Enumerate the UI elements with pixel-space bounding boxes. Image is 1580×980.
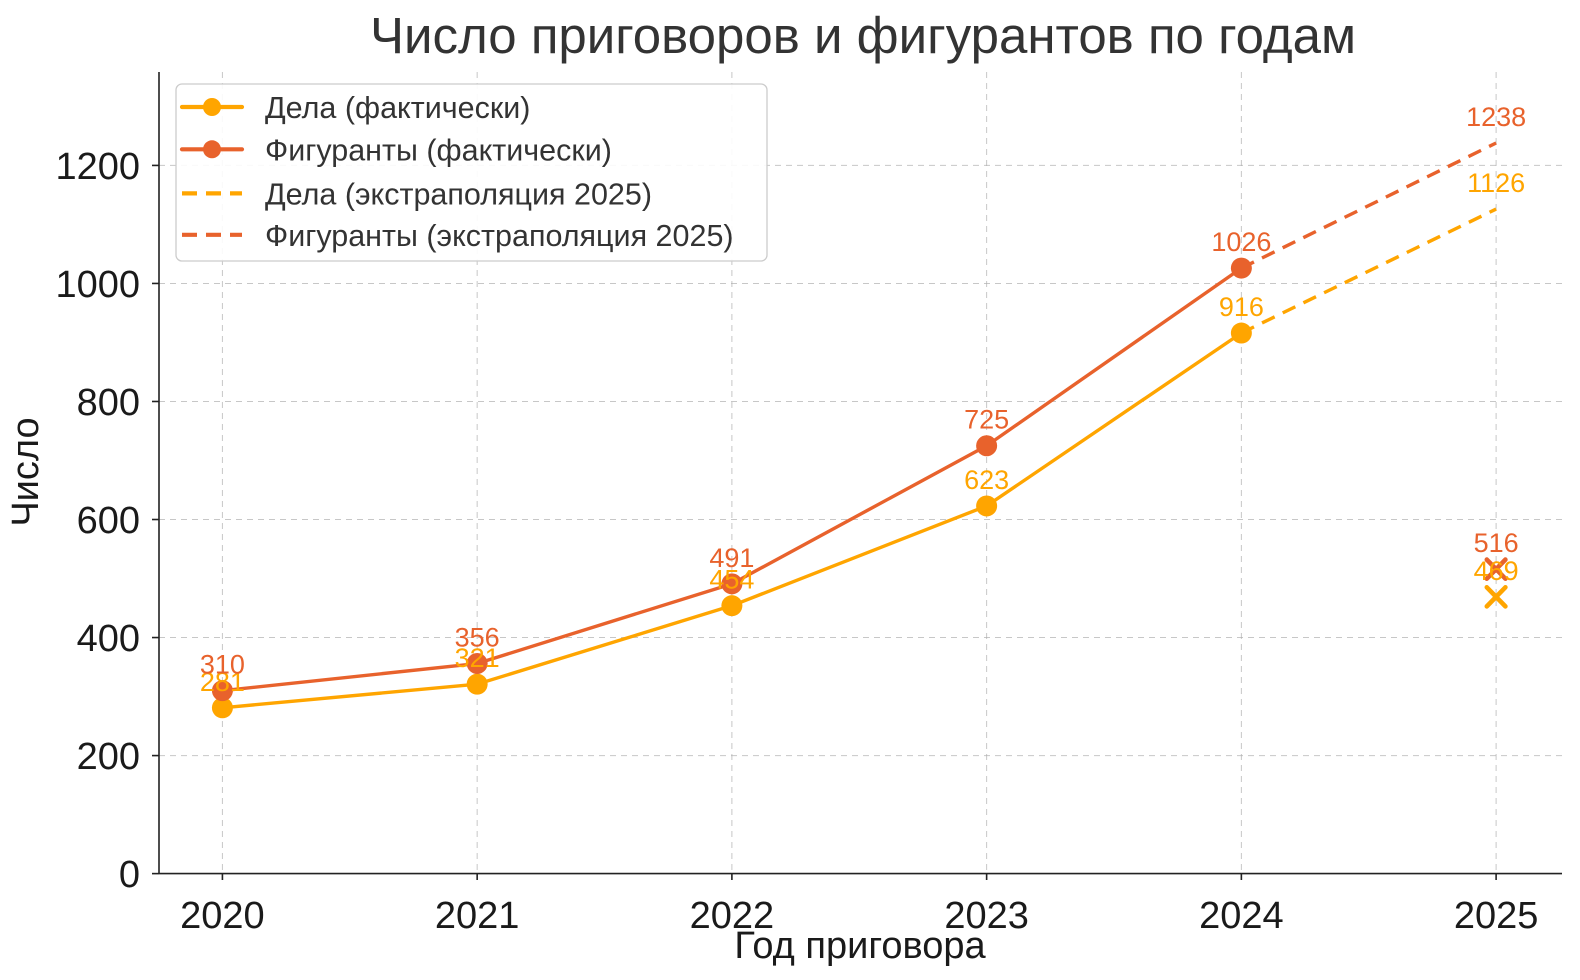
svg-text:491: 491 — [709, 543, 754, 573]
svg-text:2024: 2024 — [1199, 895, 1284, 937]
svg-text:310: 310 — [200, 650, 245, 680]
svg-text:1238: 1238 — [1466, 102, 1526, 132]
svg-text:356: 356 — [455, 623, 500, 653]
svg-text:1026: 1026 — [1211, 227, 1271, 257]
svg-text:916: 916 — [1219, 292, 1264, 322]
svg-text:Число приговоров и фигурантов: Число приговоров и фигурантов по годам — [370, 7, 1356, 64]
svg-text:1126: 1126 — [1467, 168, 1525, 198]
svg-text:Дела (фактически): Дела (фактически) — [265, 91, 530, 125]
svg-text:2025: 2025 — [1454, 895, 1539, 937]
svg-text:Год приговора: Год приговора — [734, 925, 986, 967]
svg-text:623: 623 — [964, 465, 1009, 495]
svg-text:400: 400 — [77, 618, 140, 660]
svg-text:516: 516 — [1474, 528, 1519, 558]
svg-text:600: 600 — [77, 500, 140, 542]
svg-text:2021: 2021 — [435, 895, 520, 937]
svg-text:0: 0 — [119, 854, 140, 896]
svg-text:Дела (экстраполяция 2025): Дела (экстраполяция 2025) — [265, 177, 652, 211]
svg-text:1000: 1000 — [55, 264, 140, 306]
svg-text:2020: 2020 — [180, 895, 265, 937]
svg-text:469: 469 — [1474, 556, 1519, 586]
svg-text:200: 200 — [77, 736, 140, 778]
svg-text:Число: Число — [5, 417, 47, 526]
svg-text:Фигуранты (фактически): Фигуранты (фактически) — [265, 133, 612, 167]
svg-text:725: 725 — [964, 405, 1009, 435]
svg-text:800: 800 — [77, 382, 140, 424]
svg-text:1200: 1200 — [55, 146, 140, 188]
svg-text:Фигуранты (экстраполяция 2025): Фигуранты (экстраполяция 2025) — [265, 219, 734, 253]
